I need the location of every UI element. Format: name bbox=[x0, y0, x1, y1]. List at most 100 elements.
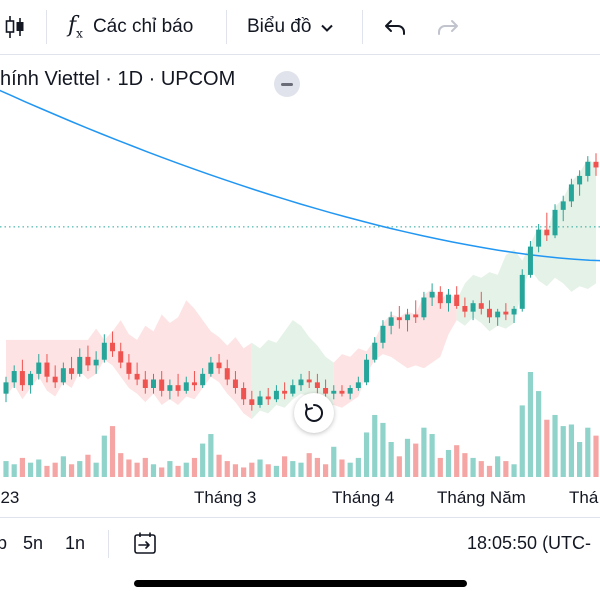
candle bbox=[134, 362, 140, 386]
volume-bar bbox=[585, 427, 591, 477]
time-axis-divider bbox=[0, 517, 600, 518]
volume-bar bbox=[536, 391, 542, 477]
volume-bar bbox=[150, 464, 157, 477]
candle bbox=[413, 300, 419, 323]
volume-bar bbox=[331, 446, 337, 477]
candle bbox=[339, 385, 345, 397]
candle bbox=[429, 283, 435, 306]
candle bbox=[478, 291, 484, 315]
range-button-5d[interactable]: 5n bbox=[23, 533, 44, 553]
candle bbox=[167, 379, 173, 400]
indicators-label: Các chỉ báo bbox=[92, 16, 194, 37]
volume-bar bbox=[519, 405, 525, 477]
volume-bar bbox=[404, 438, 411, 477]
candle bbox=[486, 300, 492, 323]
candle bbox=[380, 320, 386, 349]
volume-bar bbox=[577, 442, 583, 477]
volume-series bbox=[3, 372, 599, 477]
candle bbox=[437, 286, 443, 309]
candle bbox=[306, 371, 312, 388]
volume-bar bbox=[60, 456, 66, 477]
range-button[interactable]: p bbox=[0, 533, 8, 553]
volume-bar bbox=[249, 462, 255, 477]
volume-bar bbox=[314, 457, 320, 477]
candle bbox=[126, 354, 132, 380]
volume-bar bbox=[544, 419, 550, 477]
candle bbox=[593, 153, 599, 176]
candle bbox=[232, 371, 238, 394]
candle bbox=[568, 178, 574, 208]
candle bbox=[503, 303, 509, 321]
time-axis-label: Tháng 4 bbox=[332, 488, 395, 507]
candle bbox=[142, 371, 148, 394]
candle bbox=[110, 331, 116, 357]
volume-bar bbox=[44, 465, 50, 477]
candle bbox=[511, 306, 517, 323]
candle bbox=[331, 385, 337, 400]
candle bbox=[36, 354, 42, 380]
candle bbox=[552, 204, 558, 239]
candle bbox=[298, 373, 304, 391]
function-icon: fx bbox=[68, 13, 83, 41]
candlestick-icon[interactable] bbox=[4, 0, 26, 54]
candle bbox=[470, 300, 476, 321]
indicators-button[interactable]: fx Các chỉ báo bbox=[68, 0, 193, 54]
volume-bar bbox=[159, 467, 165, 477]
undo-icon[interactable] bbox=[384, 0, 406, 54]
volume-bar bbox=[27, 462, 34, 477]
candle bbox=[216, 354, 222, 374]
go-to-date-icon[interactable] bbox=[133, 531, 157, 560]
candle bbox=[118, 342, 124, 369]
volume-bar bbox=[93, 462, 99, 477]
volume-bar bbox=[445, 449, 452, 477]
candle bbox=[536, 224, 542, 253]
volume-bar bbox=[142, 457, 148, 477]
symbol-legend[interactable]: hính Viettel · 1D · UPCOM bbox=[0, 68, 236, 90]
volume-bar bbox=[298, 462, 304, 477]
volume-bar bbox=[85, 454, 91, 477]
candle bbox=[290, 379, 296, 397]
volume-bar bbox=[372, 414, 378, 477]
volume-bar bbox=[224, 461, 230, 477]
candle bbox=[77, 348, 83, 377]
volume-bar bbox=[421, 427, 427, 477]
volume-bar bbox=[52, 462, 58, 477]
time-axis-label: Tháng Năm bbox=[437, 488, 526, 507]
candle bbox=[257, 390, 263, 408]
candle bbox=[265, 388, 271, 405]
candle bbox=[60, 362, 66, 386]
volume-bar bbox=[339, 459, 345, 477]
volume-bar bbox=[552, 414, 558, 477]
volume-bar bbox=[3, 461, 9, 477]
reset-chart-button[interactable] bbox=[294, 393, 334, 433]
volume-bar bbox=[347, 462, 353, 477]
volume-bar bbox=[568, 424, 575, 477]
volume-bar bbox=[322, 464, 329, 477]
volume-bar bbox=[486, 465, 493, 477]
candle bbox=[388, 311, 394, 335]
candle bbox=[11, 365, 17, 388]
volume-bar bbox=[257, 459, 263, 477]
volume-bar bbox=[126, 459, 132, 477]
volume-bar bbox=[593, 435, 599, 477]
volume-bar bbox=[462, 453, 468, 477]
volume-bar bbox=[101, 435, 107, 477]
candle bbox=[19, 359, 25, 391]
toolbar-divider bbox=[362, 10, 363, 44]
candle bbox=[200, 368, 206, 388]
volume-bar bbox=[273, 465, 280, 477]
candle bbox=[446, 289, 451, 312]
volume-bar bbox=[200, 443, 206, 477]
candle bbox=[462, 297, 468, 318]
candle bbox=[224, 359, 230, 386]
time-axis-label: 023 bbox=[0, 488, 20, 507]
collapse-legend-button[interactable] bbox=[274, 71, 300, 97]
candle bbox=[355, 376, 361, 391]
chart-type-button[interactable]: Biểu đồ bbox=[247, 0, 334, 54]
candle bbox=[364, 354, 370, 386]
candle bbox=[560, 195, 566, 222]
range-button-1y[interactable]: 1n bbox=[65, 533, 86, 553]
redo-icon[interactable] bbox=[437, 0, 459, 54]
volume-bar bbox=[77, 461, 83, 477]
